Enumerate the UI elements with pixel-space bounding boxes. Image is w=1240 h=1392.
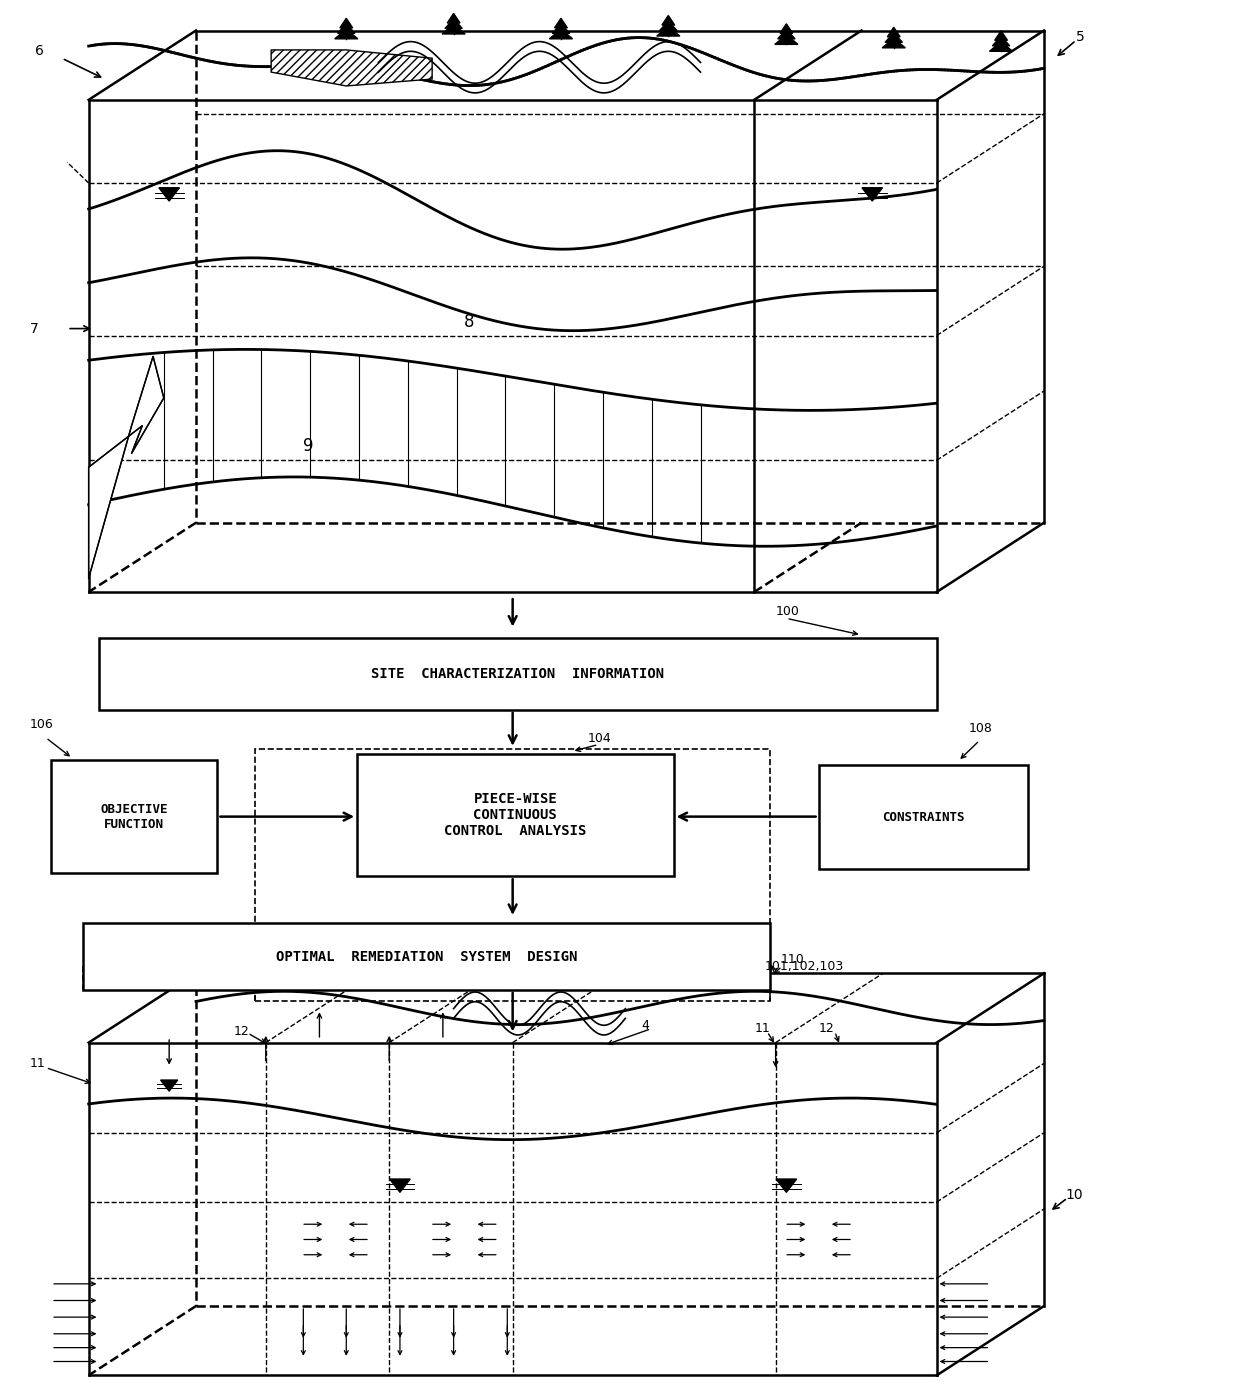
Text: 7: 7 — [30, 322, 38, 335]
Text: CONSTRAINTS: CONSTRAINTS — [882, 810, 965, 824]
Polygon shape — [882, 38, 905, 47]
Polygon shape — [448, 14, 460, 24]
Polygon shape — [445, 19, 463, 28]
Text: 108: 108 — [968, 722, 993, 735]
Polygon shape — [441, 25, 465, 33]
Bar — [83, 923, 770, 990]
Polygon shape — [337, 24, 355, 33]
Polygon shape — [552, 24, 569, 33]
Polygon shape — [88, 356, 164, 578]
Polygon shape — [554, 18, 568, 28]
Text: OPTIMAL  REMEDIATION  SYSTEM  DESIGN: OPTIMAL REMEDIATION SYSTEM DESIGN — [277, 949, 578, 963]
Text: 11: 11 — [30, 1057, 46, 1070]
Polygon shape — [990, 42, 1013, 52]
Polygon shape — [777, 29, 795, 39]
Text: 5: 5 — [1076, 31, 1085, 45]
Text: 9: 9 — [304, 437, 314, 455]
Bar — [818, 766, 1028, 870]
Polygon shape — [662, 15, 675, 25]
Text: SITE  CHARACTERIZATION  INFORMATION: SITE CHARACTERIZATION INFORMATION — [372, 667, 665, 681]
Polygon shape — [340, 18, 352, 28]
Text: 104: 104 — [588, 732, 611, 745]
Text: 6: 6 — [35, 45, 43, 58]
Text: OBJECTIVE
FUNCTION: OBJECTIVE FUNCTION — [100, 803, 169, 831]
Bar — [357, 754, 673, 876]
Text: 8: 8 — [464, 313, 475, 331]
Polygon shape — [992, 36, 1009, 46]
Polygon shape — [657, 26, 680, 36]
Text: 12: 12 — [233, 1025, 249, 1038]
Polygon shape — [780, 24, 792, 33]
Text: 12: 12 — [818, 1022, 835, 1036]
Polygon shape — [994, 31, 1007, 40]
Polygon shape — [335, 29, 358, 39]
Text: 110: 110 — [781, 954, 805, 966]
Polygon shape — [776, 1179, 796, 1193]
Polygon shape — [775, 35, 799, 45]
Polygon shape — [160, 1080, 177, 1091]
Text: 101,102,103: 101,102,103 — [765, 960, 844, 973]
Bar — [51, 760, 217, 873]
Text: 11: 11 — [754, 1022, 770, 1036]
Text: 4: 4 — [641, 1019, 650, 1033]
Polygon shape — [549, 29, 573, 39]
Text: 10: 10 — [1065, 1189, 1083, 1203]
Polygon shape — [159, 188, 180, 200]
Text: 100: 100 — [776, 606, 800, 618]
Polygon shape — [888, 28, 900, 36]
Bar — [99, 638, 936, 710]
Polygon shape — [862, 188, 883, 200]
Polygon shape — [272, 50, 433, 86]
Polygon shape — [389, 1179, 410, 1193]
Polygon shape — [660, 21, 677, 31]
Text: 106: 106 — [30, 718, 53, 731]
Text: PIECE-WISE
CONTINUOUS
CONTROL  ANALYSIS: PIECE-WISE CONTINUOUS CONTROL ANALYSIS — [444, 792, 587, 838]
Bar — [255, 749, 770, 1001]
Polygon shape — [885, 33, 903, 42]
